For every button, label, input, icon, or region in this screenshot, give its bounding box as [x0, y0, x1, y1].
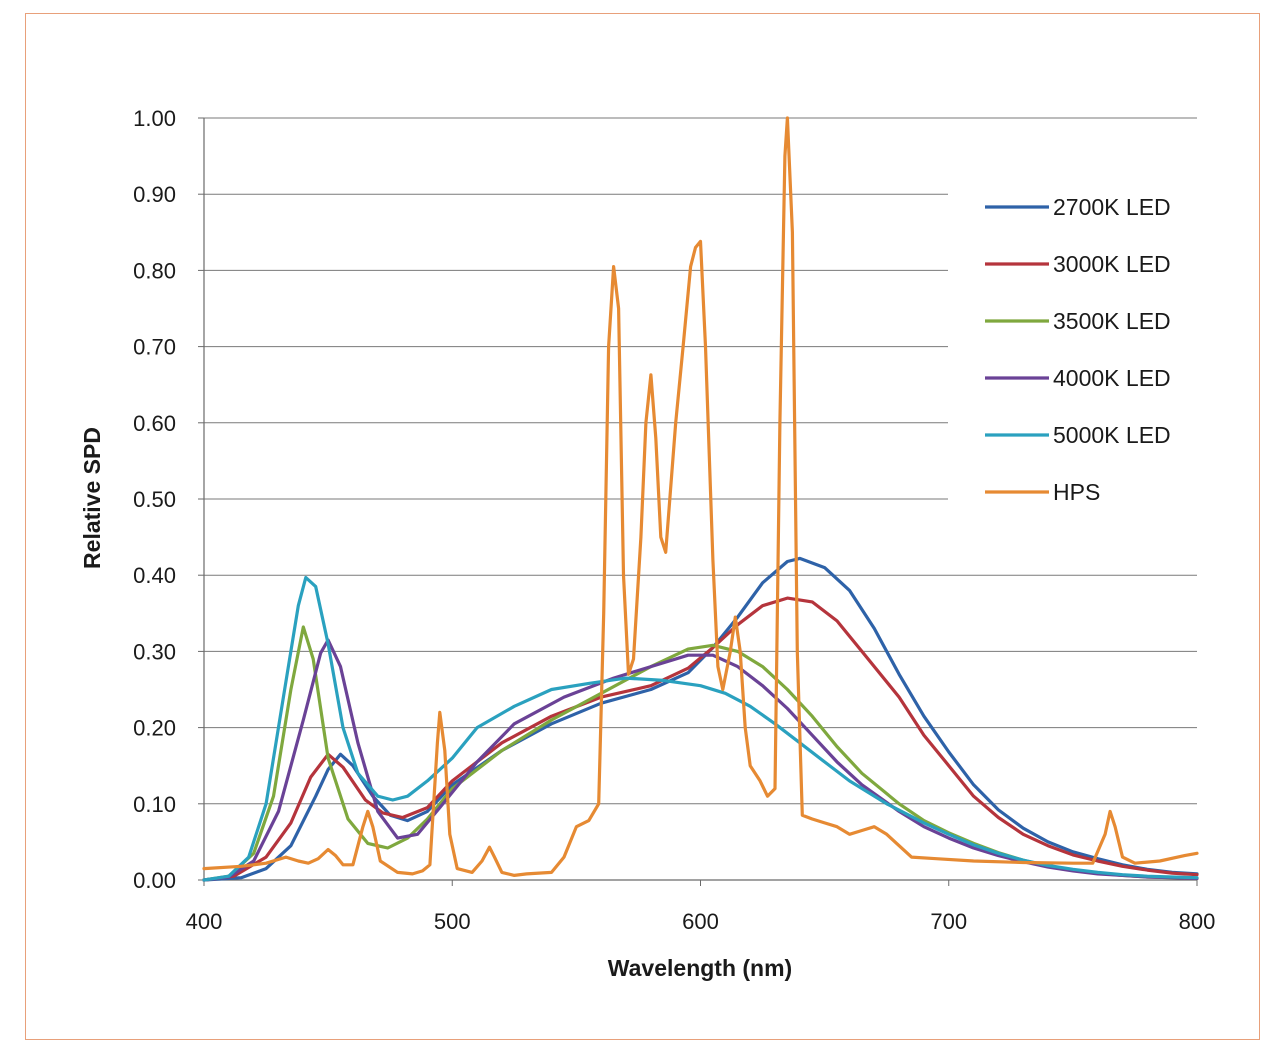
legend-label: 5000K LED	[1053, 422, 1171, 448]
legend-label: 3000K LED	[1053, 251, 1171, 277]
x-axis-title: Wavelength (nm)	[608, 955, 792, 981]
x-tick-label: 500	[434, 909, 471, 934]
series-line-3000k-led	[202, 596, 1199, 882]
y-tick-label: 0.80	[133, 258, 176, 283]
y-tick-label: 0.50	[133, 487, 176, 512]
x-tick-label: 700	[930, 909, 967, 934]
x-tick-label: 400	[186, 909, 223, 934]
y-tick-label: 0.20	[133, 716, 176, 741]
legend-label: HPS	[1053, 479, 1100, 505]
axes: 0.00 0.10 0.20 0.30 0.40 0.50 0.60 0.70 0.80 0.90…	[133, 106, 1215, 934]
gridlines	[204, 117, 1197, 805]
y-tick-label: 0.00	[133, 868, 176, 893]
series-line-2700k-led	[202, 556, 1199, 882]
y-tick-label: 0.60	[133, 411, 176, 436]
series-lines	[202, 116, 1199, 882]
series-line-5000k-led	[202, 575, 1199, 882]
y-tick-label: 0.30	[133, 639, 176, 664]
y-axis-title: Relative SPD	[79, 427, 105, 569]
legend: 2700K LED 3000K LED 3500K LED 4000K LED 5000…	[985, 194, 1171, 505]
figure-frame	[25, 13, 1260, 1040]
x-tick-label: 600	[682, 909, 719, 934]
legend-label: 3500K LED	[1053, 308, 1171, 334]
y-tick-label: 0.90	[133, 182, 176, 207]
series-line-hps	[202, 116, 1199, 877]
y-tick-label: 0.70	[133, 335, 176, 360]
y-tick-label: 0.40	[133, 563, 176, 588]
legend-label: 2700K LED	[1053, 194, 1171, 220]
y-tick-label: 0.10	[133, 792, 176, 817]
y-tick-label: 1.00	[133, 106, 176, 131]
x-tick-label: 800	[1179, 909, 1216, 934]
legend-label: 4000K LED	[1053, 365, 1171, 391]
